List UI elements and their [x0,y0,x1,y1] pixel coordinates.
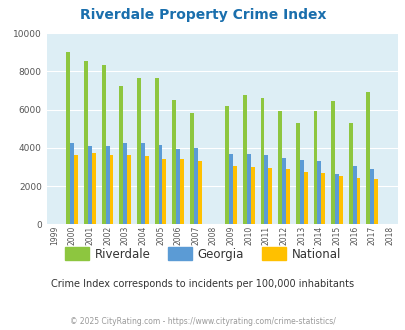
Bar [105,146,109,224]
Bar [285,169,289,224]
Bar [264,154,268,224]
Bar [330,101,334,224]
Bar [66,52,70,224]
Bar [123,143,127,224]
Bar [190,114,194,224]
Bar [119,86,123,224]
Bar [369,169,373,224]
Bar [232,166,237,224]
Bar [225,106,228,224]
Bar [127,155,131,224]
Bar [194,148,197,224]
Bar [277,111,281,224]
Bar [320,173,324,224]
Bar [352,166,356,224]
Text: © 2025 CityRating.com - https://www.cityrating.com/crime-statistics/: © 2025 CityRating.com - https://www.city… [70,317,335,326]
Bar [162,159,166,224]
Bar [154,78,158,224]
Bar [137,78,141,224]
Bar [317,161,320,224]
Bar [303,172,307,224]
Bar [176,149,180,224]
Bar [299,160,303,224]
Bar [88,146,92,224]
Bar [145,156,148,224]
Bar [102,65,105,224]
Bar [334,174,338,224]
Bar [268,168,272,224]
Bar [338,176,342,224]
Bar [197,161,201,224]
Bar [84,61,88,224]
Bar [313,111,317,224]
Bar [70,143,74,224]
Bar [158,145,162,224]
Legend: Riverdale, Georgia, National: Riverdale, Georgia, National [60,243,345,266]
Bar [281,158,285,224]
Bar [260,98,264,224]
Text: Riverdale Property Crime Index: Riverdale Property Crime Index [79,8,326,22]
Bar [250,167,254,224]
Text: Crime Index corresponds to incidents per 100,000 inhabitants: Crime Index corresponds to incidents per… [51,279,354,289]
Bar [74,155,78,224]
Bar [92,152,96,224]
Bar [348,123,352,224]
Bar [295,123,299,224]
Bar [109,154,113,224]
Bar [373,180,377,224]
Bar [228,153,232,224]
Bar [246,153,250,224]
Bar [356,178,360,224]
Bar [172,100,176,224]
Bar [180,159,183,224]
Bar [366,92,369,224]
Bar [242,95,246,224]
Bar [141,143,145,224]
